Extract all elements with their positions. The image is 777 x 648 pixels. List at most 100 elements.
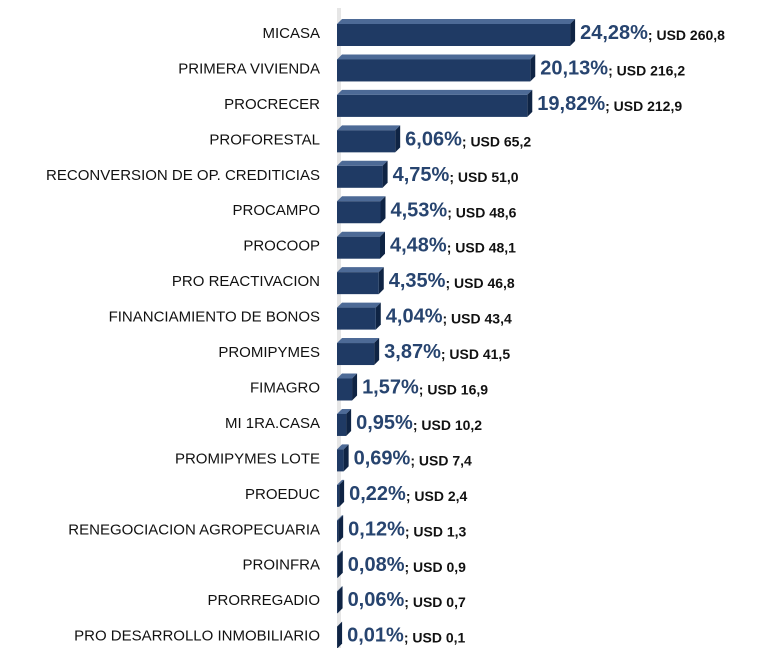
value-label: 0,95%; USD 10,2 — [356, 412, 482, 434]
bar-side — [380, 196, 386, 224]
bar — [337, 449, 344, 472]
bar — [337, 413, 347, 436]
percent-label: 0,69% — [354, 448, 411, 470]
usd-label: ; USD 0,7 — [404, 594, 466, 610]
bar-side — [338, 515, 344, 543]
bar-top — [337, 231, 386, 237]
bar-top — [337, 19, 576, 24]
usd-label: ; USD 2,4 — [406, 488, 468, 504]
bar-top — [337, 621, 343, 627]
usd-label: ; USD 46,8 — [445, 275, 514, 291]
percent-label: 4,35% — [389, 270, 446, 292]
bar-top — [337, 479, 345, 485]
percent-label: 4,04% — [386, 306, 443, 328]
bar-top — [337, 89, 533, 95]
category-label: PRORREGADIO — [207, 592, 320, 609]
bar-side — [337, 550, 343, 578]
percent-label: 4,75% — [393, 164, 450, 186]
bar — [337, 236, 381, 259]
category-label: PROMIPYMES — [218, 344, 320, 361]
value-label: 0,06%; USD 0,7 — [348, 589, 466, 611]
category-label: FINANCIAMIENTO DE BONOS — [109, 309, 320, 326]
value-label: 4,53%; USD 48,6 — [390, 200, 516, 222]
percent-label: 6,06% — [405, 129, 462, 151]
value-label: 24,28%; USD 260,8 — [580, 22, 725, 44]
category-label: PROINFRA — [242, 557, 320, 574]
bar-side — [339, 479, 345, 507]
bar — [337, 272, 379, 295]
category-label: PROCAMPO — [232, 202, 320, 219]
bar — [337, 555, 338, 578]
percent-label: 3,87% — [384, 341, 441, 363]
value-label: 0,12%; USD 1,3 — [348, 519, 466, 541]
bar-side — [343, 444, 349, 472]
bar — [337, 165, 383, 188]
usd-label: ; USD 260,8 — [648, 27, 725, 43]
category-label: MI 1RA.CASA — [225, 415, 320, 432]
value-label: 20,13%; USD 216,2 — [540, 58, 685, 80]
bar-top — [337, 373, 358, 379]
bar-top — [337, 550, 343, 556]
percent-label: 0,01% — [347, 625, 404, 647]
category-label: FIMAGRO — [250, 379, 320, 396]
value-label: 4,75%; USD 51,0 — [393, 164, 519, 186]
bar-side — [530, 54, 536, 82]
category-label: MICASA — [262, 25, 320, 42]
category-label: RENEGOCIACION AGROPECUARIA — [68, 521, 320, 538]
usd-label: ; USD 212,9 — [605, 98, 682, 114]
percent-label: 1,57% — [362, 377, 419, 399]
category-label: RECONVERSION DE OP. CREDITICIAS — [46, 167, 320, 184]
bar — [337, 24, 571, 46]
usd-label: ; USD 41,5 — [441, 346, 510, 362]
bar-side — [337, 621, 343, 648]
usd-label: ; USD 48,1 — [447, 239, 516, 255]
bar — [337, 94, 528, 117]
bar-side — [374, 338, 380, 366]
bar-side — [570, 19, 576, 46]
bar-top — [337, 125, 401, 131]
bar-top — [337, 338, 380, 344]
usd-label: ; USD 16,9 — [419, 381, 488, 397]
bar-top — [337, 160, 388, 166]
usd-label: ; USD 216,2 — [608, 62, 685, 78]
value-label: 3,87%; USD 41,5 — [384, 341, 510, 363]
percent-label: 0,06% — [348, 589, 405, 611]
bar-top — [337, 196, 386, 202]
bar — [337, 343, 375, 366]
usd-label: ; USD 0,1 — [404, 629, 466, 645]
bar-side — [395, 125, 401, 153]
usd-label: ; USD 48,6 — [447, 204, 516, 220]
category-label: PRO DESARROLLO INMOBILIARIO — [74, 628, 320, 645]
bar-side — [337, 586, 343, 614]
bar-top — [337, 444, 349, 450]
bar-top — [337, 586, 343, 592]
bar — [337, 307, 376, 330]
percent-label: 19,82% — [537, 93, 605, 115]
category-label: PRO REACTIVACION — [172, 273, 320, 290]
category-label: PROCRECER — [224, 96, 320, 113]
bar — [337, 378, 353, 401]
category-label: PROCOOP — [243, 238, 320, 255]
category-label: PROEDUC — [245, 486, 320, 503]
value-label: 0,01%; USD 0,1 — [347, 625, 465, 647]
bar-top — [337, 408, 352, 414]
percent-label: 0,12% — [348, 519, 405, 541]
value-label: 0,22%; USD 2,4 — [349, 483, 467, 505]
percent-label: 20,13% — [540, 58, 608, 80]
usd-label: ; USD 65,2 — [462, 133, 531, 149]
category-label: PROFORESTAL — [209, 131, 320, 148]
bar-top — [337, 515, 344, 521]
bar-top — [337, 302, 381, 308]
bar — [337, 520, 339, 543]
value-label: 4,04%; USD 43,4 — [386, 306, 512, 328]
bar — [337, 484, 340, 507]
bar — [337, 59, 531, 82]
bar — [337, 591, 338, 614]
usd-label: ; USD 0,9 — [404, 558, 466, 574]
percent-label: 0,22% — [349, 483, 406, 505]
bar-top — [337, 54, 536, 60]
value-label: 19,82%; USD 212,9 — [537, 93, 682, 115]
percent-label: 0,95% — [356, 412, 413, 434]
